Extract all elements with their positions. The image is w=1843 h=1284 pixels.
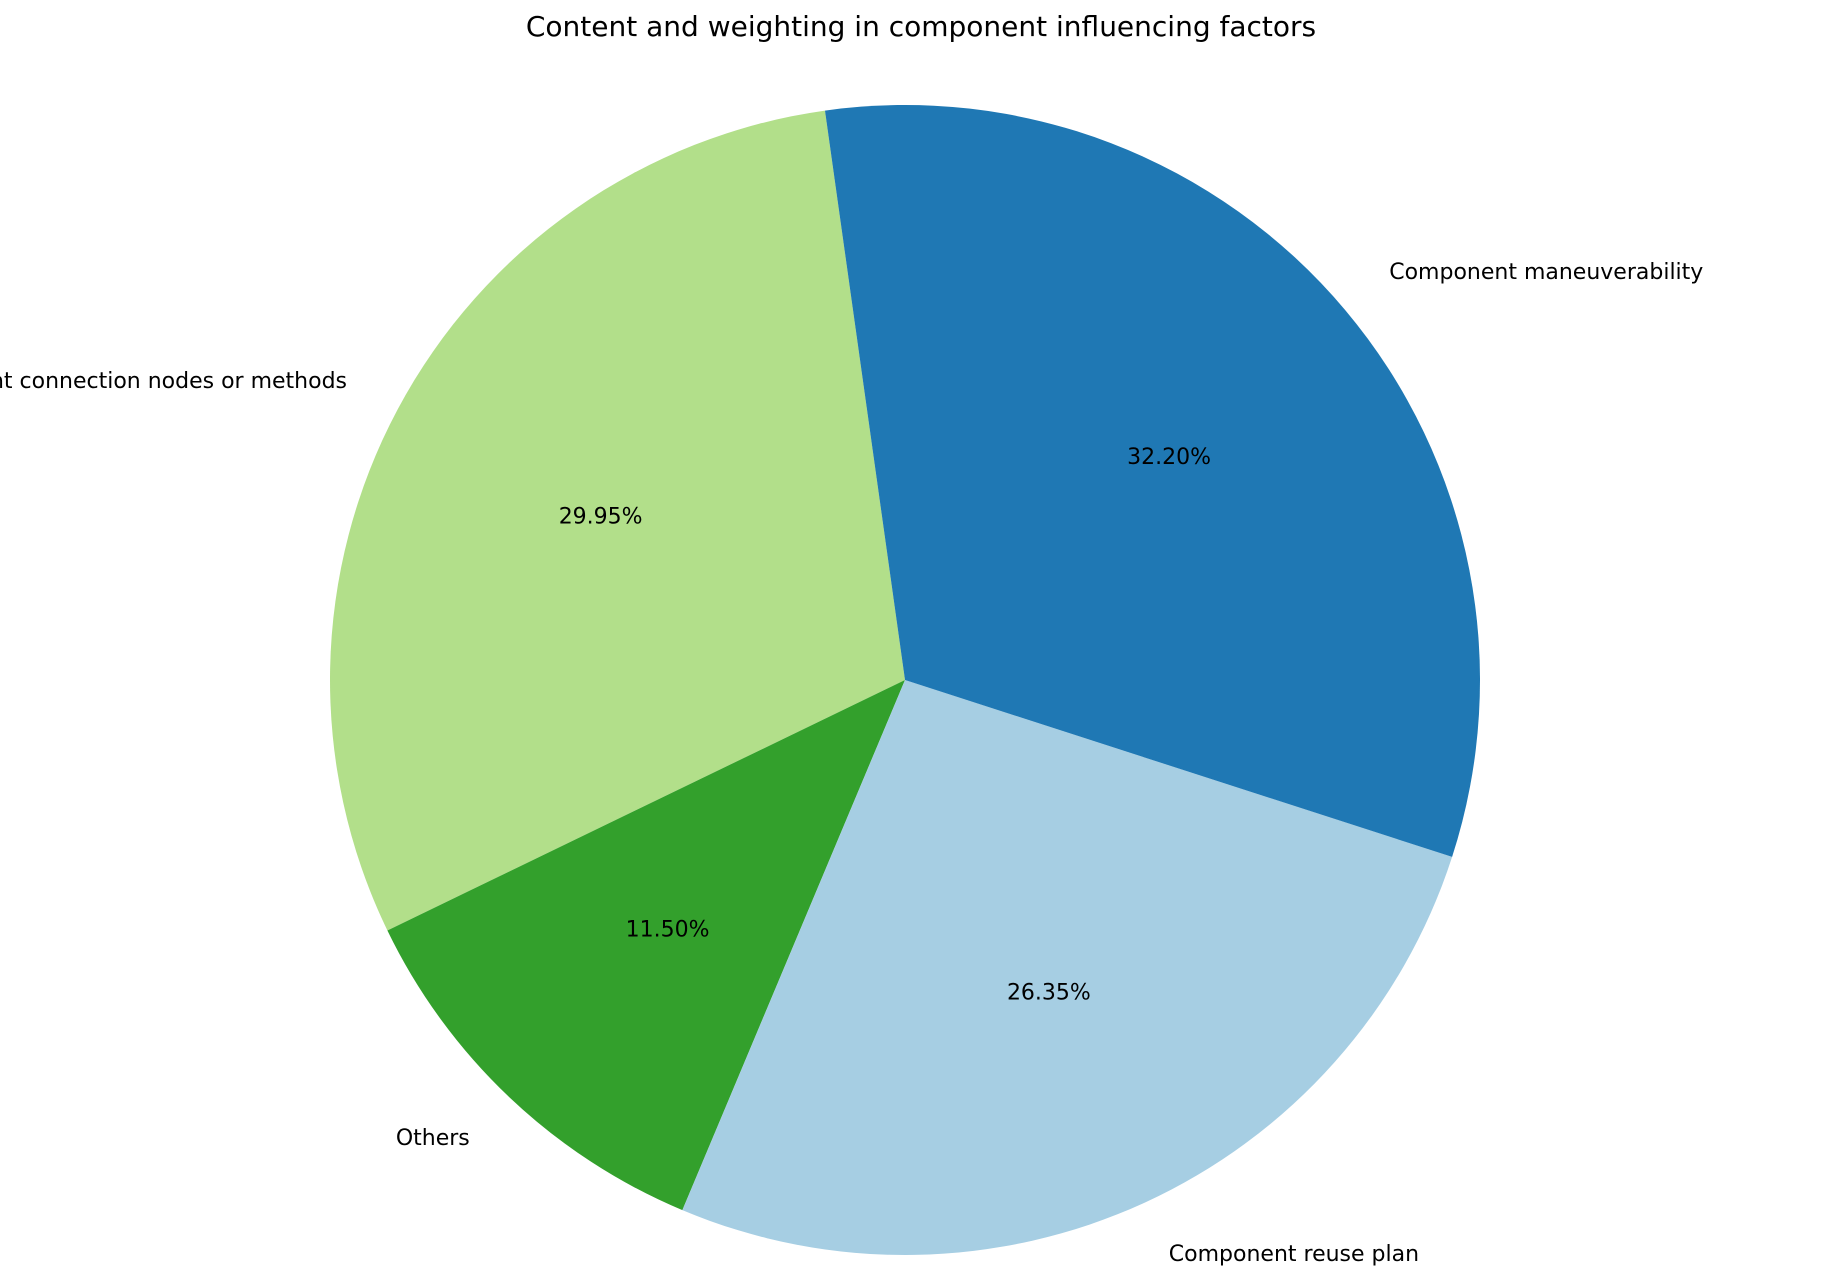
pie-slice-2: [387, 680, 906, 1211]
pie-slice-percent-label: 29.95%: [559, 505, 643, 530]
pie-slice-4: [824, 104, 1480, 857]
pie-slice-category-label: Component maneuverability: [1389, 260, 1703, 285]
pie-labels: 29.95% Component connection nodes or meth…: [0, 260, 1703, 1267]
pie-slice-percent-label: 32.20%: [1127, 445, 1211, 470]
pie-slices: [329, 104, 1480, 1255]
pie-slice-category-label: Others: [396, 1126, 470, 1151]
chart-title: Content and weighting in component influ…: [526, 10, 1316, 43]
pie-slice-3: [682, 680, 1453, 1255]
pie-slice-category-label: Component connection nodes or methods: [0, 369, 347, 394]
pie-slice-percent-label: 26.35%: [1007, 981, 1091, 1006]
pie-slice-1: [329, 110, 905, 931]
pie-slice-percent-label: 11.50%: [626, 917, 710, 942]
pie-slice-category-label: Component reuse plan: [1169, 1242, 1419, 1267]
